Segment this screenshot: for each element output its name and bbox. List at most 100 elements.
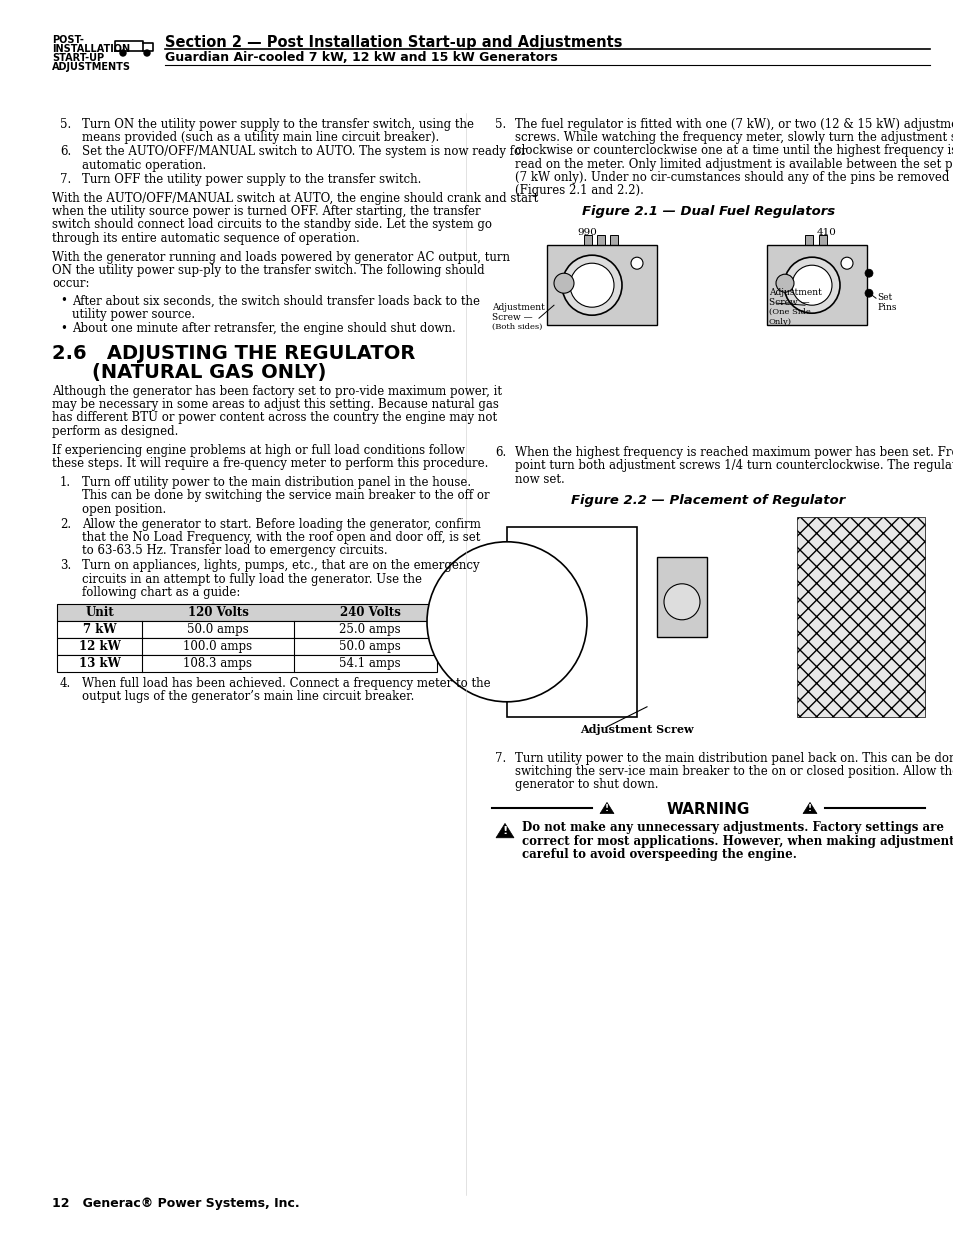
- Text: ON the utility power sup-ply to the transfer switch. The following should: ON the utility power sup-ply to the tran…: [52, 264, 484, 277]
- Text: (7 kW only). Under no cir-cumstances should any of the pins be removed: (7 kW only). Under no cir-cumstances sho…: [515, 170, 948, 184]
- Text: 240 Volts: 240 Volts: [339, 606, 400, 619]
- Text: 3.: 3.: [60, 559, 71, 572]
- Circle shape: [663, 584, 700, 620]
- Polygon shape: [802, 803, 816, 814]
- Bar: [546, 246, 657, 325]
- Text: 12   Generac® Power Systems, Inc.: 12 Generac® Power Systems, Inc.: [52, 1197, 299, 1210]
- Text: •: •: [60, 322, 67, 335]
- Text: utility power source.: utility power source.: [71, 308, 195, 321]
- Text: automatic operation.: automatic operation.: [82, 158, 206, 172]
- Text: Allow the generator to start. Before loading the generator, confirm: Allow the generator to start. Before loa…: [82, 517, 480, 531]
- Text: careful to avoid overspeeding the engine.: careful to avoid overspeeding the engine…: [521, 847, 796, 861]
- Circle shape: [630, 257, 642, 269]
- Text: Figure 2.2 — Placement of Regulator: Figure 2.2 — Placement of Regulator: [571, 494, 844, 506]
- Text: Set: Set: [876, 293, 891, 303]
- Circle shape: [120, 49, 126, 56]
- Text: 2.6   ADJUSTING THE REGULATOR: 2.6 ADJUSTING THE REGULATOR: [52, 345, 415, 363]
- Text: clockwise or counterclockwise one at a time until the highest frequency is: clockwise or counterclockwise one at a t…: [515, 144, 953, 157]
- Bar: [57, 604, 436, 621]
- Text: 108.3 amps: 108.3 amps: [183, 657, 253, 671]
- Bar: [597, 235, 604, 246]
- Text: 7.: 7.: [60, 173, 71, 185]
- Text: Guardian Air-cooled 7 kW, 12 kW and 15 kW Generators: Guardian Air-cooled 7 kW, 12 kW and 15 k…: [165, 51, 558, 64]
- Text: may be necessary in some areas to adjust this setting. Because natural gas: may be necessary in some areas to adjust…: [52, 398, 498, 411]
- Text: When the highest frequency is reached maximum power has been set. From this: When the highest frequency is reached ma…: [515, 446, 953, 459]
- Text: About one minute after retransfer, the engine should shut down.: About one minute after retransfer, the e…: [71, 322, 456, 335]
- Text: Turn OFF the utility power supply to the transfer switch.: Turn OFF the utility power supply to the…: [82, 173, 421, 185]
- Text: switching the serv-ice main breaker to the on or closed position. Allow the: switching the serv-ice main breaker to t…: [515, 764, 953, 778]
- Bar: [486, 511, 929, 742]
- Text: 50.0 amps: 50.0 amps: [187, 622, 249, 636]
- Text: point turn both adjustment screws 1/4 turn counterclockwise. The regulator is: point turn both adjustment screws 1/4 tu…: [515, 459, 953, 473]
- Text: 25.0 amps: 25.0 amps: [339, 622, 400, 636]
- Text: 1.: 1.: [60, 477, 71, 489]
- Text: 4.: 4.: [60, 677, 71, 690]
- Text: to 63-63.5 Hz. Transfer load to emergency circuits.: to 63-63.5 Hz. Transfer load to emergenc…: [82, 545, 387, 557]
- Text: screws. While watching the frequency meter, slowly turn the adjustment screws: screws. While watching the frequency met…: [515, 131, 953, 144]
- Text: 120 Volts: 120 Volts: [188, 606, 248, 619]
- Text: 6.: 6.: [60, 146, 71, 158]
- Text: that the No Load Frequency, with the roof open and door off, is set: that the No Load Frequency, with the roo…: [82, 531, 480, 543]
- Text: ADJUSTMENTS: ADJUSTMENTS: [52, 62, 131, 72]
- Text: means provided (such as a utility main line circuit breaker).: means provided (such as a utility main l…: [82, 131, 438, 144]
- Text: (NATURAL GAS ONLY): (NATURAL GAS ONLY): [91, 363, 326, 382]
- Text: Set the AUTO/OFF/MANUAL switch to AUTO. The system is now ready for: Set the AUTO/OFF/MANUAL switch to AUTO. …: [82, 146, 526, 158]
- Bar: [57, 638, 436, 655]
- Text: read on the meter. Only limited adjustment is available between the set pins: read on the meter. Only limited adjustme…: [515, 158, 953, 170]
- Text: 100.0 amps: 100.0 amps: [183, 640, 253, 653]
- Text: (Figures 2.1 and 2.2).: (Figures 2.1 and 2.2).: [515, 184, 643, 198]
- Bar: [506, 527, 637, 716]
- Text: Screw —: Screw —: [492, 314, 532, 322]
- Text: When full load has been achieved. Connect a frequency meter to the: When full load has been achieved. Connec…: [82, 677, 490, 690]
- Text: generator to shut down.: generator to shut down.: [515, 778, 658, 792]
- Text: WARNING: WARNING: [666, 802, 749, 816]
- Text: Unit: Unit: [85, 606, 113, 619]
- Text: (One Side: (One Side: [768, 309, 810, 316]
- Circle shape: [864, 269, 872, 277]
- Text: Turn utility power to the main distribution panel back on. This can be done by: Turn utility power to the main distribut…: [515, 752, 953, 764]
- Text: Pins: Pins: [876, 304, 896, 312]
- Text: Adjustment Screw: Adjustment Screw: [579, 724, 693, 735]
- Text: POST-: POST-: [52, 35, 84, 44]
- Bar: [57, 621, 436, 638]
- Circle shape: [841, 257, 852, 269]
- Text: circuits in an attempt to fully load the generator. Use the: circuits in an attempt to fully load the…: [82, 573, 421, 585]
- Text: through its entire automatic sequence of operation.: through its entire automatic sequence of…: [52, 232, 359, 245]
- Text: •: •: [60, 294, 67, 308]
- Circle shape: [864, 289, 872, 298]
- Bar: [804, 235, 812, 246]
- Text: 2.: 2.: [60, 517, 71, 531]
- Text: occur:: occur:: [52, 277, 90, 290]
- Text: Only): Only): [768, 319, 791, 326]
- Text: Turn off utility power to the main distribution panel in the house.: Turn off utility power to the main distr…: [82, 477, 471, 489]
- Text: 5.: 5.: [495, 119, 506, 131]
- Text: 6.: 6.: [495, 446, 506, 459]
- Text: After about six seconds, the switch should transfer loads back to the: After about six seconds, the switch shou…: [71, 294, 479, 308]
- Circle shape: [144, 49, 150, 56]
- Text: output lugs of the generator’s main line circuit breaker.: output lugs of the generator’s main line…: [82, 690, 414, 703]
- Circle shape: [775, 274, 793, 293]
- Text: Screw —: Screw —: [768, 298, 809, 308]
- Text: these steps. It will require a fre-quency meter to perform this procedure.: these steps. It will require a fre-quenc…: [52, 457, 488, 471]
- Text: (Both sides): (Both sides): [492, 324, 542, 331]
- Text: has different BTU or power content across the country the engine may not: has different BTU or power content acros…: [52, 411, 497, 425]
- Text: correct for most applications. However, when making adjustments, be: correct for most applications. However, …: [521, 835, 953, 847]
- Text: 50.0 amps: 50.0 amps: [338, 640, 400, 653]
- Text: !: !: [604, 804, 608, 813]
- Text: START-UP: START-UP: [52, 53, 104, 63]
- Bar: [583, 235, 592, 246]
- Text: perform as designed.: perform as designed.: [52, 425, 178, 437]
- Text: If experiencing engine problems at high or full load conditions follow: If experiencing engine problems at high …: [52, 443, 464, 457]
- Polygon shape: [599, 803, 614, 814]
- Text: Section 2 — Post Installation Start-up and Adjustments: Section 2 — Post Installation Start-up a…: [165, 35, 622, 49]
- Circle shape: [791, 266, 831, 305]
- Text: 54.1 amps: 54.1 amps: [339, 657, 400, 671]
- Text: !: !: [502, 826, 507, 836]
- Circle shape: [561, 256, 621, 315]
- Text: when the utility source power is turned OFF. After starting, the transfer: when the utility source power is turned …: [52, 205, 480, 219]
- Circle shape: [554, 273, 574, 293]
- Bar: [57, 655, 436, 672]
- Bar: [766, 246, 866, 325]
- Text: With the generator running and loads powered by generator AC output, turn: With the generator running and loads pow…: [52, 251, 510, 264]
- Text: now set.: now set.: [515, 473, 564, 485]
